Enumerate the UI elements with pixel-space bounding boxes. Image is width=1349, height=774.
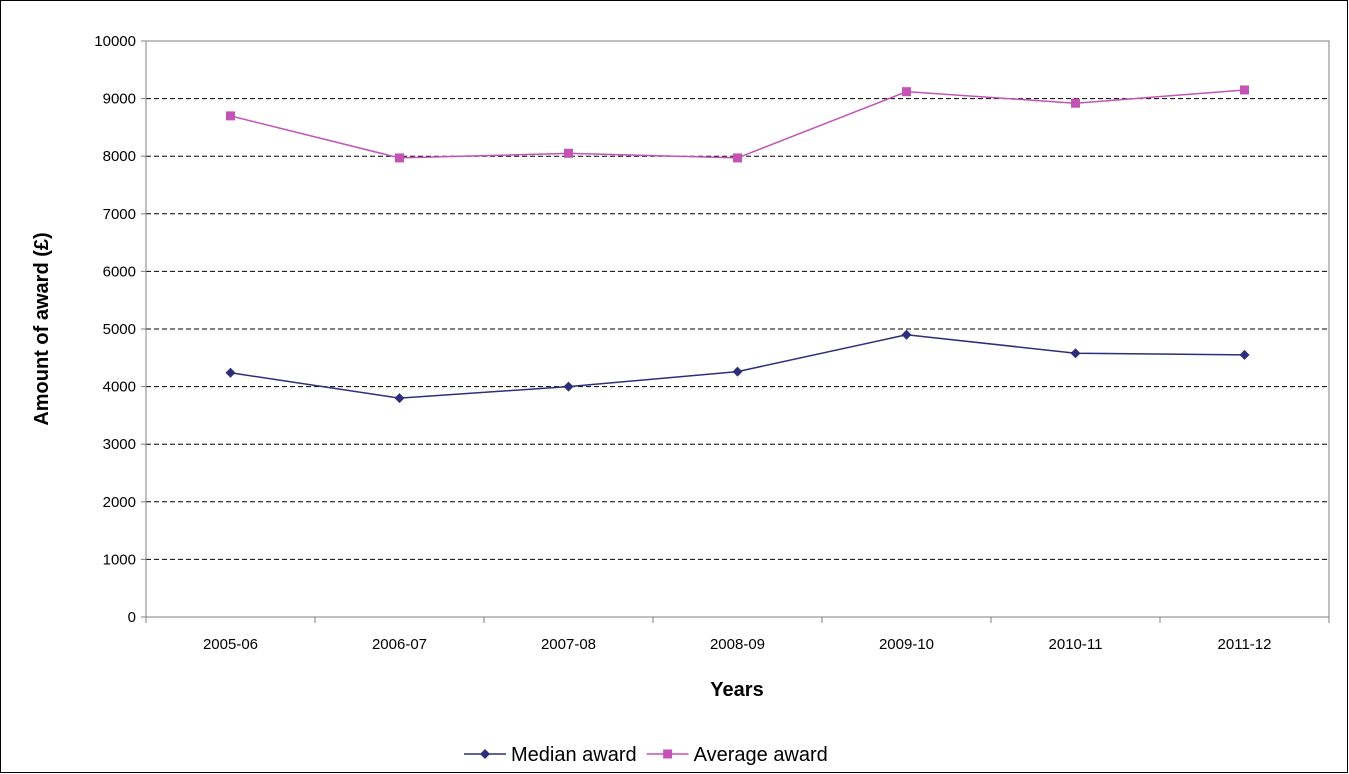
data-point	[901, 329, 912, 340]
data-point	[394, 393, 405, 404]
data-point	[1240, 85, 1249, 95]
y-tick-label: 1000	[103, 551, 136, 568]
x-tick-label: 2006-07	[372, 636, 427, 653]
x-tick-label: 2007-08	[541, 636, 596, 653]
legend-label: Average award	[694, 744, 828, 766]
legend-marker	[663, 749, 673, 759]
x-axis-title: Years	[710, 679, 763, 701]
y-tick-label: 4000	[103, 379, 136, 396]
y-tick-label: 3000	[103, 436, 136, 453]
data-point	[225, 367, 236, 378]
y-tick-label: 6000	[103, 263, 136, 280]
y-tick-label: 2000	[103, 494, 136, 511]
data-point	[1239, 349, 1250, 360]
y-tick-label: 7000	[103, 206, 136, 223]
x-tick-label: 2010-11	[1049, 636, 1103, 653]
data-point	[902, 87, 911, 97]
x-tick-label: 2005-06	[203, 636, 258, 653]
data-point	[733, 153, 742, 163]
data-point	[564, 148, 573, 158]
data-point	[226, 111, 235, 121]
y-axis-title: Amount of award (£)	[31, 232, 53, 425]
legend: Median award Average award	[464, 744, 828, 766]
series	[225, 85, 1250, 404]
legend-marker	[480, 749, 490, 759]
data-point	[1071, 98, 1080, 108]
x-tick-label: 2011-12	[1218, 636, 1272, 653]
x-tick-label: 2009-10	[879, 636, 934, 653]
y-tick-label: 8000	[103, 148, 136, 165]
y-tick-label: 0	[128, 609, 136, 626]
data-point	[563, 381, 574, 392]
axes: 0 1000 2000 3000 4000 5000 6000 7000 8000 9000 100…	[94, 33, 1330, 653]
y-tick-label: 10000	[94, 33, 136, 50]
y-tick-label: 5000	[103, 321, 136, 338]
legend-label: Median award	[511, 744, 637, 766]
data-point	[1070, 348, 1081, 359]
y-tick-label: 9000	[103, 91, 136, 108]
x-tick-label: 2008-09	[710, 636, 765, 653]
data-point	[732, 366, 743, 377]
data-point	[395, 153, 404, 163]
